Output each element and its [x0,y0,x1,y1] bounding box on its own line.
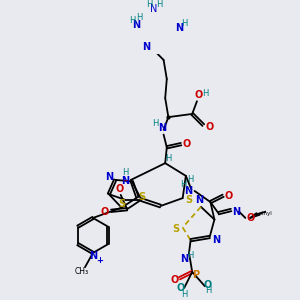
Text: N: N [180,254,188,264]
Text: S: S [173,224,180,234]
Text: O: O [101,207,109,218]
Text: O: O [204,280,212,290]
Text: H: H [152,119,159,128]
Text: ⁻: ⁻ [122,178,127,188]
Text: N: N [106,172,114,182]
Text: H: H [188,251,194,260]
Text: H: H [188,175,194,184]
Text: H: H [181,19,188,28]
Text: H: H [129,16,135,25]
Text: +: + [96,256,103,265]
Text: H: H [205,286,211,296]
Text: N: N [150,4,158,14]
Text: S: S [185,195,193,205]
Text: O: O [116,184,124,194]
Text: N: N [195,196,203,206]
Text: P: P [192,270,199,280]
Text: N: N [121,176,129,186]
Text: H: H [156,0,162,9]
Text: H: H [202,89,208,98]
Text: N: N [158,123,166,133]
Text: S: S [139,192,146,202]
Text: H: H [180,180,187,189]
Text: N: N [133,20,141,30]
Text: H: H [136,13,143,22]
Text: H: H [122,168,129,177]
Text: CH₃: CH₃ [75,267,89,276]
Text: N: N [89,251,97,261]
Text: H: H [181,290,188,299]
Text: N: N [176,23,184,33]
Text: O: O [225,191,233,201]
Text: O: O [177,283,185,293]
Text: O: O [246,213,254,223]
Text: H: H [165,154,172,163]
Text: N: N [142,42,150,52]
Text: ethyl: ethyl [259,212,273,217]
Text: O: O [171,275,179,285]
Text: O: O [194,90,203,100]
Text: O: O [182,139,191,149]
Text: H: H [146,0,152,9]
Text: N: N [184,186,192,196]
Text: N: N [232,207,240,217]
Text: S: S [118,200,125,209]
Text: N: N [212,235,220,245]
Text: O: O [206,122,214,132]
